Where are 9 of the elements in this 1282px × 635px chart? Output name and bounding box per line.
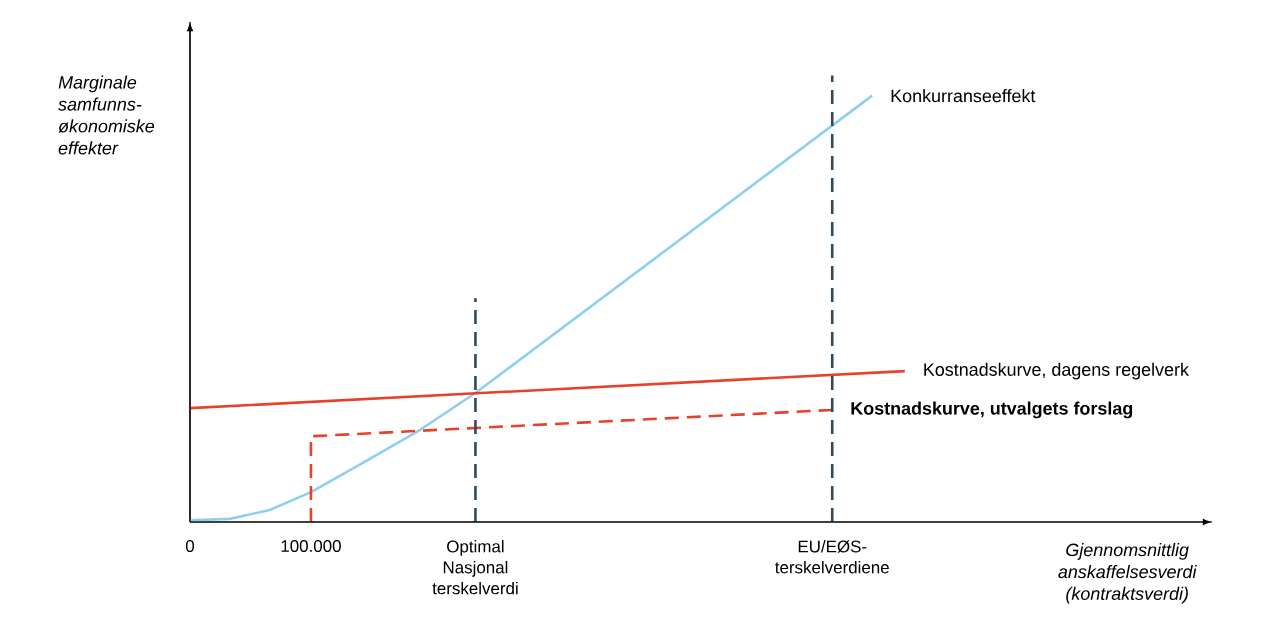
x-tick-label: EU/EØS-terskelverdiene (775, 540, 889, 574)
series-label: Kostnadskurve, utvalgets forslag (851, 401, 1133, 419)
series-label: Konkurranseeffekt (891, 89, 1036, 103)
x-tick-label: 100.000 (281, 540, 341, 553)
x-tick-label: 0 (185, 540, 195, 553)
series-label: Kostnadskurve, dagens regelverk (924, 362, 1189, 380)
y-axis-title: Marginale samfunns-økonomiske effekter (58, 75, 155, 155)
x-tick-label: Optimal Nasjonal terskelverdi (432, 540, 518, 595)
x-axis-title: Gjennomsnittlig anskaffelsesverdi (kontraktsverdi) (1058, 543, 1197, 604)
